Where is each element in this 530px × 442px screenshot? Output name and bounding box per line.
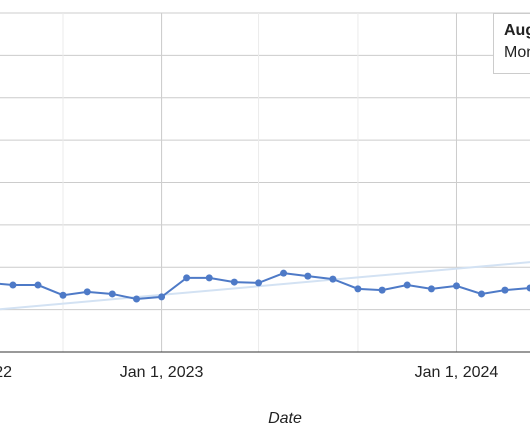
plot-area — [0, 261, 530, 311]
point — [280, 269, 288, 277]
point — [501, 286, 509, 294]
point — [158, 293, 166, 301]
point — [59, 291, 67, 299]
point — [9, 281, 17, 289]
point — [403, 281, 411, 289]
point — [304, 272, 312, 280]
point — [108, 290, 116, 298]
point — [329, 275, 337, 283]
point — [378, 286, 386, 294]
point — [478, 290, 486, 298]
point — [34, 281, 42, 289]
x-tick-label: 22 — [0, 364, 12, 381]
point — [452, 282, 460, 290]
tooltip-box — [493, 13, 530, 74]
x-axis-title: Date — [268, 410, 302, 427]
point — [133, 295, 141, 303]
point — [427, 285, 435, 293]
point — [526, 284, 530, 292]
tooltip: Aug Mon — [493, 13, 530, 74]
tooltip-title: Aug — [504, 22, 530, 39]
point — [183, 274, 191, 282]
point — [255, 279, 263, 287]
grid — [0, 12, 530, 353]
tooltip-text: Mon — [504, 44, 530, 61]
point — [230, 278, 238, 286]
point — [205, 274, 213, 282]
x-tick-label: Jan 1, 2024 — [415, 364, 499, 381]
point — [354, 285, 362, 293]
trendline — [0, 261, 530, 311]
x-tick-label: Jan 1, 2023 — [120, 364, 204, 381]
point — [83, 288, 91, 296]
